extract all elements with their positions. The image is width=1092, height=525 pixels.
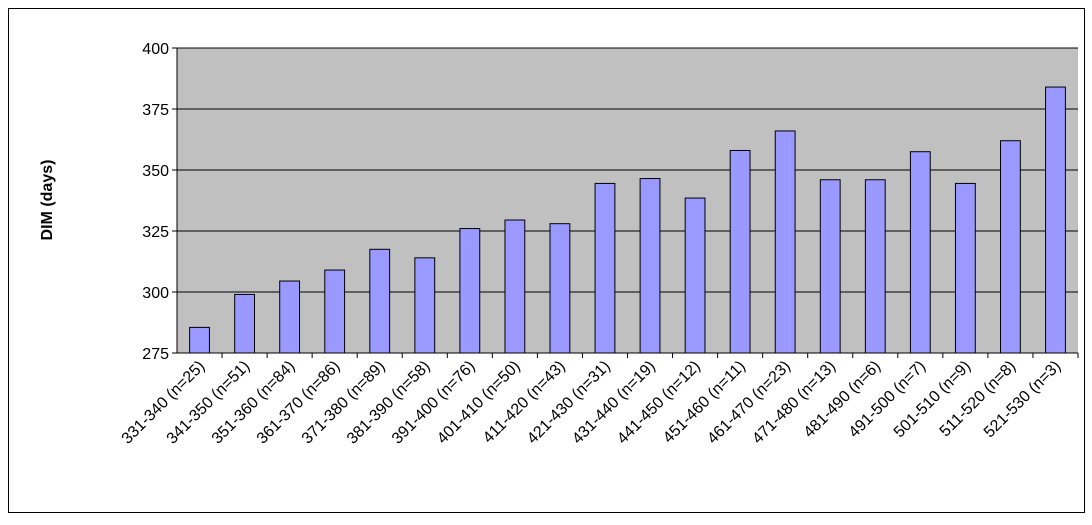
bar [279, 280, 301, 354]
bar [324, 269, 346, 354]
bar [189, 326, 210, 354]
plot-area [177, 48, 1078, 353]
bar [1000, 140, 1021, 354]
bar [954, 182, 976, 354]
y-tick-label: 400 [142, 41, 169, 58]
bar [504, 219, 526, 354]
bar [729, 149, 751, 354]
y-axis-label: DIM (days) [39, 160, 56, 241]
bar [909, 151, 931, 354]
bar [234, 293, 255, 354]
bar [459, 228, 481, 354]
bar [864, 179, 886, 354]
bar [549, 223, 571, 354]
bar [684, 197, 706, 354]
bar [1045, 86, 1066, 354]
bar [639, 178, 661, 354]
bar [594, 182, 616, 354]
bar [369, 248, 391, 354]
bar [414, 257, 436, 354]
y-tick-label: 275 [142, 346, 169, 363]
y-tick-label: 325 [142, 224, 169, 241]
y-tick-label: 350 [142, 163, 169, 180]
bar [774, 130, 796, 354]
y-tick-label: 300 [142, 285, 169, 302]
y-tick-label: 375 [142, 102, 169, 119]
bar [819, 179, 841, 354]
